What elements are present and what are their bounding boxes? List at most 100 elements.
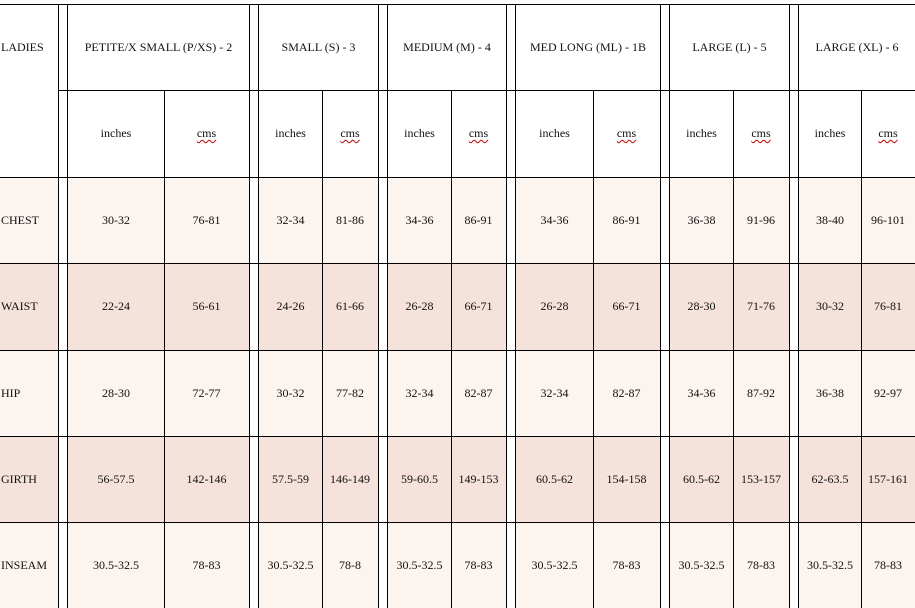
table-cell-cms: 91-96: [747, 212, 775, 227]
table-cell-cms: 142-146: [186, 471, 227, 486]
unit-header-cms: cms: [616, 126, 637, 140]
row-bg-group: [799, 177, 915, 263]
table-cell-cms: 78-83: [192, 557, 221, 572]
column-divider: [789, 4, 790, 608]
row-bg-group: [68, 263, 249, 350]
row-label: HIP: [1, 385, 21, 400]
row-label: GIRTH: [1, 471, 37, 486]
row-bg-group: [259, 522, 378, 608]
table-cell-cms: 78-8: [339, 557, 361, 572]
table-cell-inches: 30.5-32.5: [531, 557, 578, 572]
unit-header-inches: inches: [100, 126, 132, 140]
row-label: CHEST: [1, 212, 40, 227]
row-label: INSEAM: [1, 557, 48, 572]
row-bg-group: [670, 263, 789, 350]
table-cell-inches: 26-28: [405, 299, 434, 313]
table-cell-cms: 96-101: [871, 212, 905, 227]
table-cell-cms: 146-149: [330, 471, 370, 486]
row-divider: [0, 263, 915, 264]
table-cell-cms: 78-83: [747, 557, 775, 572]
table-cell-cms: 81-86: [336, 212, 364, 227]
table-cell-inches: 22-24: [102, 299, 130, 313]
unit-column-divider: [164, 90, 165, 608]
row-bg-group: [68, 436, 249, 522]
row-bg-group: [670, 350, 789, 436]
unit-header-cms: cms: [468, 126, 489, 140]
row-bg-group: [799, 350, 915, 436]
row-bg-group: [259, 350, 378, 436]
table-cell-cms: 61-66: [336, 299, 364, 313]
row-bg-label: [0, 436, 58, 522]
table-cell-cms: 86-91: [464, 212, 493, 227]
table-cell-inches: 60.5-62: [683, 471, 720, 486]
table-cell-inches: 30-32: [102, 212, 130, 227]
row-bg-group: [388, 177, 506, 263]
column-divider: [669, 4, 670, 608]
row-bg-group: [670, 436, 789, 522]
table-cell-inches: 32-34: [540, 385, 569, 400]
column-divider: [378, 4, 379, 608]
row-bg-group: [670, 522, 789, 608]
size-header: PETITE/X SMALL (P/XS) - 2: [84, 39, 233, 54]
table-cell-inches: 32-34: [405, 385, 434, 400]
table-cell-inches: 28-30: [687, 299, 716, 313]
size-header: LARGE (L) - 5: [692, 39, 767, 54]
row-bg-group: [516, 522, 660, 608]
row-bg-label: [0, 177, 58, 263]
unit-column-divider: [861, 90, 862, 608]
size-header: LARGE (XL) - 6: [815, 39, 899, 54]
table-cell-cms: 82-87: [612, 385, 641, 400]
table-cell-inches: 57.5-59: [272, 471, 309, 486]
row-bg-group: [388, 522, 506, 608]
table-cell-cms: 71-76: [747, 299, 775, 313]
row-divider: [0, 350, 915, 351]
column-divider: [506, 4, 507, 608]
table-cell-inches: 30.5-32.5: [93, 557, 139, 572]
row-bg-label: [0, 522, 58, 608]
column-divider: [58, 4, 59, 608]
row-bg-group: [516, 350, 660, 436]
table-cell-inches: 56-57.5: [97, 471, 135, 486]
size-header: MEDIUM (M) - 4: [403, 39, 491, 54]
row-bg-group: [799, 263, 915, 350]
table-cell-inches: 34-36: [687, 385, 716, 400]
table-cell-inches: 36-38: [816, 385, 844, 400]
row-bg-group: [799, 436, 915, 522]
row-bg-group: [516, 436, 660, 522]
table-cell-cms: 72-77: [192, 385, 221, 400]
unit-column-divider: [451, 90, 452, 608]
table-cell-inches: 62-63.5: [811, 471, 849, 486]
table-cell-inches: 59-60.5: [401, 471, 438, 486]
table-cell-cms: 66-71: [464, 299, 493, 313]
unit-header-cms: cms: [751, 126, 771, 140]
column-divider: [67, 4, 68, 608]
table-cell-cms: 78-83: [464, 557, 493, 572]
table-cell-cms: 87-92: [747, 385, 775, 400]
table-cell-inches: 30-32: [816, 299, 844, 313]
unit-column-divider: [733, 90, 734, 608]
column-divider: [387, 4, 388, 608]
table-cell-cms: 157-161: [868, 471, 908, 486]
row-bg-group: [799, 522, 915, 608]
table-cell-inches: 30.5-32.5: [678, 557, 725, 572]
header-divider: [58, 90, 915, 91]
unit-header-inches: inches: [814, 126, 846, 140]
row-bg-group: [68, 350, 249, 436]
table-cell-cms: 86-91: [612, 212, 641, 227]
row-bg-group: [388, 350, 506, 436]
corner-label: LADIES: [1, 39, 44, 54]
table-cell-inches: 30.5-32.5: [807, 557, 853, 572]
table-cell-inches: 30-32: [276, 385, 305, 400]
table-cell-cms: 77-82: [336, 385, 364, 400]
column-divider: [660, 4, 661, 608]
row-bg-group: [670, 177, 789, 263]
row-bg-group: [516, 263, 660, 350]
row-label: WAIST: [1, 299, 38, 313]
table-cell-cms: 56-61: [192, 299, 221, 313]
row-bg-group: [388, 436, 506, 522]
row-bg-group: [388, 263, 506, 350]
unit-header-inches: inches: [275, 126, 306, 140]
table-top-border: [0, 4, 915, 5]
row-bg-group: [68, 177, 249, 263]
table-cell-inches: 34-36: [405, 212, 434, 227]
